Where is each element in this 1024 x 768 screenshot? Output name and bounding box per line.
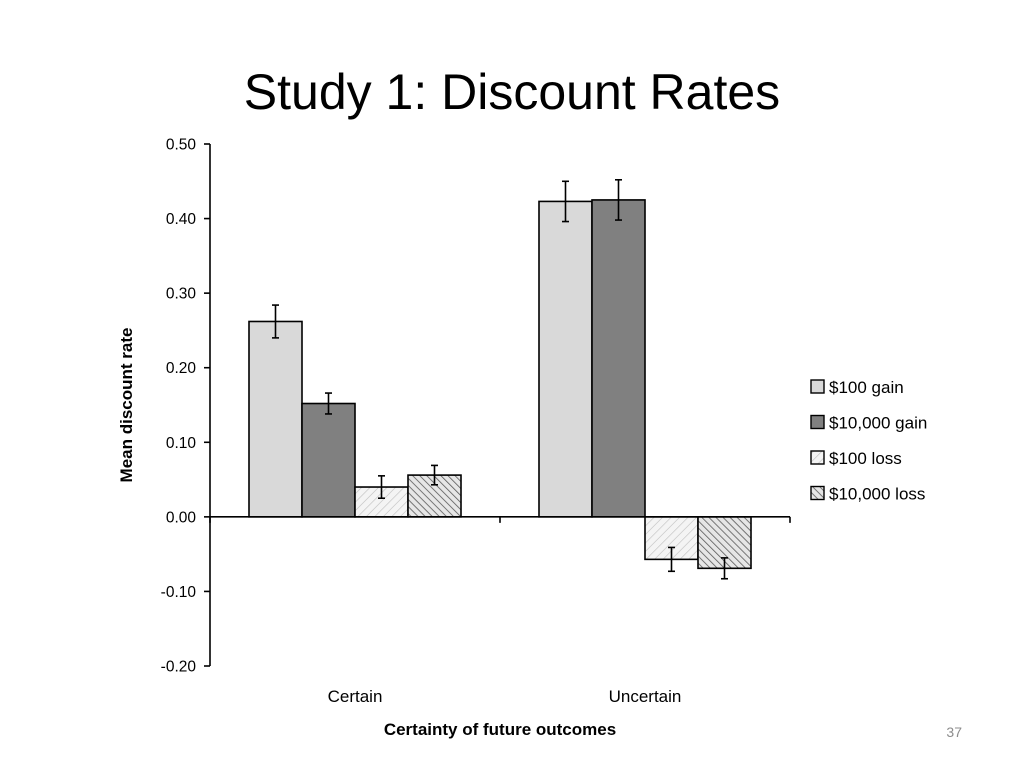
bar-0-0 — [248, 320, 303, 518]
legend-label-1: $10,000 gain — [829, 414, 927, 433]
y-tick-label-3: 0.20 — [166, 360, 197, 377]
legend-swatch-1 — [810, 414, 825, 430]
legend-label-0: $100 gain — [829, 378, 904, 397]
x-category-label-0: Certain — [328, 687, 383, 706]
bar-0-1 — [538, 200, 593, 518]
y-tick-label-2: 0.30 — [166, 286, 197, 303]
x-axis-title: Certainty of future outcomes — [384, 720, 616, 739]
legend: $100 gain $10,000 gain $100 loss $10,000 lo… — [810, 378, 927, 504]
axes-layer: 0.50 0.40 0.30 0.20 0.10 0.00 -0.10 -0.20 Certai… — [161, 137, 791, 706]
y-tick-label-6: -0.10 — [161, 584, 197, 601]
legend-label-3: $10,000 loss — [829, 485, 925, 504]
y-axis-title: Mean discount rate — [117, 328, 136, 483]
legend-swatch-3 — [810, 485, 825, 501]
legend-label-2: $100 loss — [829, 449, 902, 468]
bars-layer — [248, 178, 752, 580]
y-tick-label-7: -0.20 — [161, 659, 197, 676]
legend-swatch-2 — [810, 450, 825, 465]
y-tick-label-4: 0.10 — [166, 435, 197, 452]
y-tick-label-1: 0.40 — [166, 211, 197, 228]
y-tick-label-5: 0.00 — [166, 509, 197, 526]
slide-number: 37 — [946, 724, 962, 740]
x-category-label-1: Uncertain — [609, 687, 682, 706]
bar-2-1 — [644, 516, 699, 561]
legend-swatch-0 — [810, 379, 825, 394]
y-tick-label-0: 0.50 — [166, 137, 197, 154]
bar-1-1 — [591, 199, 646, 518]
bar-1-0 — [301, 402, 356, 518]
slide-title: Study 1: Discount Rates — [243, 64, 781, 120]
